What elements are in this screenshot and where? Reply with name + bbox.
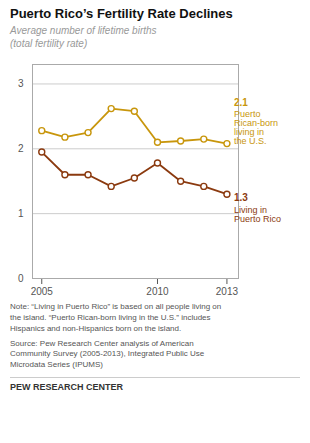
svg-text:2005: 2005 xyxy=(31,286,54,297)
svg-text:2.1: 2.1 xyxy=(234,97,248,108)
html-text:Note: “Living in Puerto Rico”: Note: “Living in Puerto Rico” is based o… xyxy=(10,302,222,333)
svg-text:Living inPuerto Rico: Living inPuerto Rico xyxy=(234,205,281,224)
svg-text:1.3: 1.3 xyxy=(234,193,248,204)
html-text:Puerto Rico’s Fertility Rate D: Puerto Rico’s Fertility Rate Declines xyxy=(10,6,233,21)
svg-text:2: 2 xyxy=(18,143,24,154)
html-text:Source: Pew Research Center an: Source: Pew Research Center analysis of … xyxy=(10,338,205,370)
svg-text:1: 1 xyxy=(18,208,24,219)
svg-text:PuertoRican-bornliving inthe U: PuertoRican-bornliving inthe U.S. xyxy=(234,109,278,146)
svg-text:0: 0 xyxy=(18,273,24,284)
html-text:PEW RESEARCH CENTER: PEW RESEARCH CENTER xyxy=(10,382,123,392)
svg-text:2010: 2010 xyxy=(146,286,169,297)
html-text:Average number of lifetime bir: Average number of lifetime births (total… xyxy=(10,25,157,50)
svg-text:2013: 2013 xyxy=(216,286,239,297)
svg-text:3: 3 xyxy=(18,78,24,89)
